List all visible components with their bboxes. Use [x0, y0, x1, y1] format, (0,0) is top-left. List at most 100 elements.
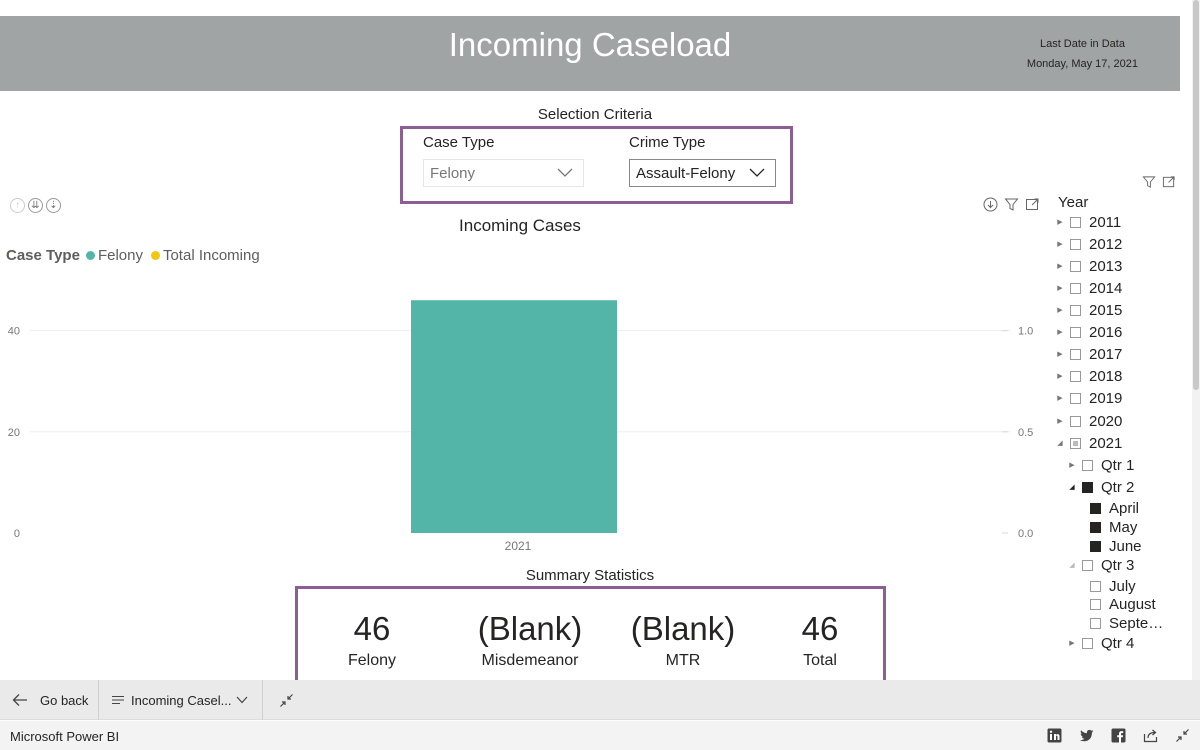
- page-title: Incoming Caseload: [448, 26, 732, 63]
- slicer-item-2017[interactable]: ▶ 2017: [1056, 344, 1122, 364]
- slicer-item-september[interactable]: Septe…: [1090, 613, 1163, 633]
- slicer-item-label: June: [1109, 537, 1142, 555]
- twitter-icon[interactable]: [1079, 728, 1094, 743]
- checkbox[interactable]: [1070, 348, 1081, 360]
- summary-statistics-box: 46 Felony (Blank) Misdemeanor (Blank) MT…: [295, 586, 886, 686]
- scrollbar-thumb[interactable]: [1193, 0, 1199, 390]
- case-type-dropdown[interactable]: Felony: [423, 159, 584, 187]
- exit-full-screen-button[interactable]: [279, 680, 294, 720]
- expand-arrow-icon[interactable]: ▶: [1057, 418, 1063, 425]
- checkbox[interactable]: [1070, 415, 1081, 427]
- y2-axis-tick-label: 1.0: [1018, 326, 1033, 338]
- slicer-item-2020[interactable]: ▶ 2020: [1056, 411, 1122, 431]
- report-navigation-bar: Go back Incoming Casel...: [0, 680, 1200, 720]
- slicer-item-label: Qtr 2: [1101, 478, 1135, 496]
- facebook-icon[interactable]: [1111, 728, 1126, 743]
- expand-arrow-icon[interactable]: ▶: [1057, 395, 1063, 402]
- checkbox[interactable]: [1082, 637, 1093, 649]
- checkbox[interactable]: [1070, 260, 1081, 272]
- drill-down-icon[interactable]: [983, 197, 998, 212]
- slicer-item-label: 2021: [1089, 434, 1123, 452]
- slicer-item-2012[interactable]: ▶ 2012: [1056, 234, 1122, 254]
- checkbox-checked[interactable]: [1082, 481, 1093, 493]
- checkbox[interactable]: [1090, 580, 1101, 592]
- legend-item-total-incoming[interactable]: Total Incoming: [150, 247, 260, 264]
- drill-up-icon[interactable]: ↑: [10, 198, 25, 213]
- slicer-item-2014[interactable]: ▶ 2014: [1056, 278, 1122, 298]
- checkbox[interactable]: [1090, 598, 1101, 610]
- slicer-item-july[interactable]: July: [1090, 576, 1136, 596]
- collapse-arrow-icon[interactable]: ◢: [1057, 440, 1063, 447]
- slicer-item-august[interactable]: August: [1090, 594, 1156, 614]
- expand-arrow-icon[interactable]: ▶: [1057, 329, 1063, 336]
- expand-arrow-icon[interactable]: ▶: [1057, 373, 1063, 380]
- focus-mode-icon[interactable]: [1162, 175, 1176, 189]
- crime-type-dropdown[interactable]: Assault-Felony: [629, 159, 776, 187]
- y2-axis-tick-label: 0.5: [1018, 427, 1033, 439]
- bar-felony: [411, 300, 617, 533]
- checkbox[interactable]: [1082, 459, 1093, 471]
- slicer-item-may[interactable]: May: [1090, 517, 1137, 537]
- slicer-item-april[interactable]: April: [1090, 498, 1139, 518]
- slicer-item-2015[interactable]: ▶ 2015: [1056, 300, 1122, 320]
- slicer-item-qtr4[interactable]: ▶ Qtr 4: [1068, 633, 1134, 653]
- checkbox[interactable]: [1082, 559, 1093, 571]
- power-bi-brand-link[interactable]: Microsoft Power BI: [10, 729, 120, 744]
- collapse-icon[interactable]: [1175, 728, 1190, 743]
- expand-arrow-icon[interactable]: ▶: [1057, 263, 1063, 270]
- checkbox[interactable]: [1070, 282, 1081, 294]
- checkbox-checked[interactable]: [1090, 540, 1101, 552]
- expand-arrow-icon[interactable]: ▶: [1057, 307, 1063, 314]
- expand-arrow-icon[interactable]: ▶: [1057, 241, 1063, 248]
- current-page-name: Incoming Casel...: [131, 692, 232, 708]
- slicer-item-2013[interactable]: ▶ 2013: [1056, 256, 1122, 276]
- collapse-arrow-icon[interactable]: ◢: [1069, 484, 1075, 491]
- checkbox-partial[interactable]: [1070, 437, 1081, 449]
- slicer-item-label: 2011: [1089, 213, 1122, 231]
- summary-statistics-title: Summary Statistics: [525, 567, 655, 584]
- selection-criteria-title: Selection Criteria: [537, 106, 653, 123]
- checkbox[interactable]: [1070, 392, 1081, 404]
- slicer-item-label: 2013: [1089, 257, 1123, 275]
- expand-arrow-icon[interactable]: ▶: [1069, 640, 1075, 647]
- legend-item-felony[interactable]: Felony: [85, 247, 143, 264]
- slicer-item-2016[interactable]: ▶ 2016: [1056, 322, 1122, 342]
- slicer-item-june[interactable]: June: [1090, 536, 1142, 556]
- expand-arrow-icon[interactable]: ▶: [1057, 285, 1063, 292]
- share-icon[interactable]: [1143, 728, 1158, 743]
- checkbox[interactable]: [1070, 238, 1081, 250]
- filter-icon[interactable]: [1142, 175, 1156, 189]
- expand-next-level-icon[interactable]: ⇊: [28, 198, 43, 213]
- page-selector[interactable]: Incoming Casel...: [112, 680, 252, 720]
- drill-down-mode-icon[interactable]: ⇣: [46, 198, 61, 213]
- expand-arrow-icon[interactable]: ▶: [1057, 219, 1063, 226]
- last-date-card: Last Date in Data Monday, May 17, 2021: [1027, 34, 1138, 74]
- y2-axis-tick-label: 0.0: [1018, 528, 1033, 540]
- slicer-item-qtr2[interactable]: ◢ Qtr 2: [1068, 477, 1134, 497]
- go-back-label: Go back: [40, 692, 89, 708]
- checkbox-checked[interactable]: [1090, 521, 1101, 533]
- stat-label: MTR: [665, 652, 701, 669]
- checkbox[interactable]: [1090, 617, 1101, 629]
- checkbox[interactable]: [1070, 370, 1081, 382]
- focus-mode-icon[interactable]: [1025, 197, 1040, 212]
- slicer-item-2021[interactable]: ◢ 2021: [1056, 433, 1122, 453]
- checkbox[interactable]: [1070, 326, 1081, 338]
- drill-controls: ↑ ⇊ ⇣: [10, 198, 61, 213]
- checkbox[interactable]: [1070, 216, 1081, 228]
- expand-arrow-icon[interactable]: ▶: [1069, 462, 1075, 469]
- slicer-item-qtr1[interactable]: ▶ Qtr 1: [1068, 455, 1134, 475]
- expand-arrow-icon[interactable]: ▶: [1057, 351, 1063, 358]
- stat-card-mtr: (Blank) MTR: [608, 609, 758, 670]
- go-back-button[interactable]: Go back: [12, 680, 88, 720]
- page-scrollbar[interactable]: [1192, 0, 1200, 680]
- checkbox[interactable]: [1070, 304, 1081, 316]
- filter-icon[interactable]: [1004, 197, 1019, 212]
- linkedin-icon[interactable]: [1047, 728, 1062, 743]
- slicer-item-2011[interactable]: ▶ 2011: [1056, 212, 1121, 232]
- collapse-arrow-icon[interactable]: ◢: [1069, 562, 1075, 569]
- slicer-item-2019[interactable]: ▶ 2019: [1056, 388, 1122, 408]
- checkbox-checked[interactable]: [1090, 502, 1101, 514]
- slicer-item-qtr3[interactable]: ◢ Qtr 3: [1068, 555, 1134, 575]
- slicer-item-2018[interactable]: ▶ 2018: [1056, 366, 1122, 386]
